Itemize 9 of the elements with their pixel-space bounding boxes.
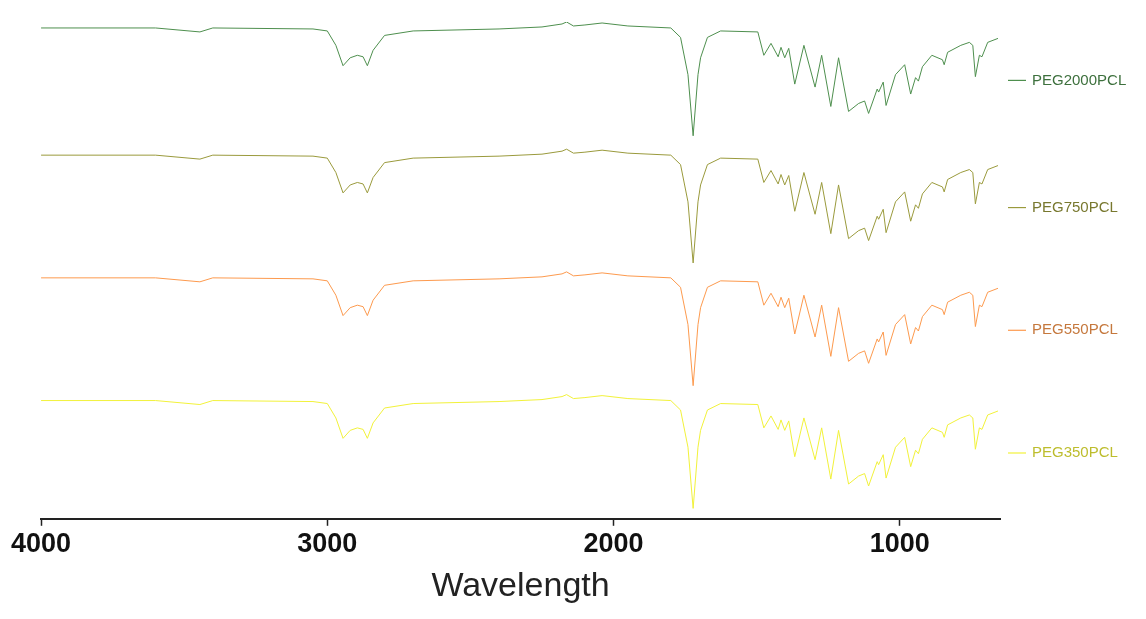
x-tick-label: 1000 bbox=[869, 528, 930, 559]
x-tick-label: 4000 bbox=[10, 528, 72, 559]
legend-label: PEG2000PCL bbox=[1032, 70, 1127, 88]
legend-label: PEG750PCL bbox=[1032, 197, 1118, 215]
x-tick-label: 2000 bbox=[583, 528, 644, 559]
x-tick-label: 3000 bbox=[297, 528, 358, 559]
x-axis-title: Wavelength bbox=[431, 564, 610, 603]
legend-label: PEG350PCL bbox=[1032, 443, 1118, 461]
legend-label: PEG550PCL bbox=[1032, 320, 1118, 338]
